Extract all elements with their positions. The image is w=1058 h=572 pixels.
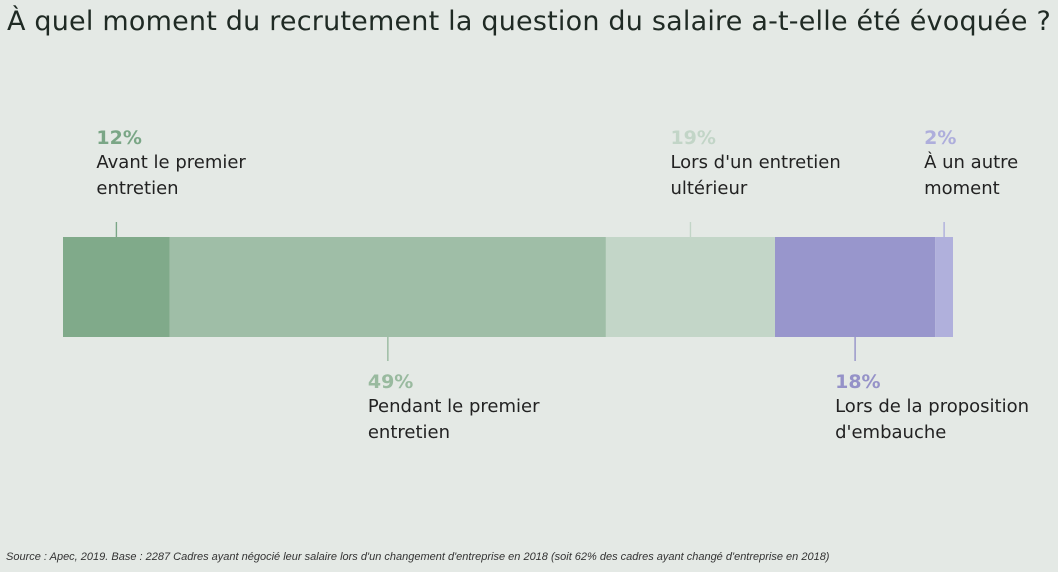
- value-label-0: 12%: [96, 127, 142, 149]
- value-label-3: 18%: [835, 371, 881, 393]
- bar-segments: [63, 237, 953, 337]
- segment-label-4: 2% À un autre moment: [924, 126, 1052, 202]
- category-label-1: Pendant le premier entretien: [367, 396, 540, 443]
- bar-segment-1: [169, 237, 606, 337]
- category-label-0: Avant le premier entretien: [96, 152, 246, 199]
- value-label-1: 49%: [367, 371, 414, 393]
- category-label-3: Lors de la proposition d'embauche: [835, 396, 1030, 443]
- bar-segment-4: [935, 237, 953, 337]
- segment-label-0: 12% Avant le premier entretien: [96, 126, 336, 202]
- source-note: Source : Apec, 2019. Base : 2287 Cadres …: [6, 551, 830, 563]
- segment-label-2: 19% Lors d'un entretien ultérieur: [670, 126, 910, 202]
- value-label-2: 19%: [670, 127, 716, 149]
- bar-segment-0: [63, 237, 170, 337]
- value-label-4: 2%: [924, 127, 957, 149]
- chart-title: À quel moment du recrutement la question…: [6, 6, 1052, 37]
- bar-segment-2: [605, 237, 775, 337]
- category-label-2: Lors d'un entretien ultérieur: [670, 152, 841, 199]
- segment-label-3: 18% Lors de la proposition d'embauche: [835, 370, 1052, 446]
- bar-segment-3: [775, 237, 936, 337]
- category-label-4: À un autre moment: [924, 152, 1019, 199]
- leader-lines: [115, 222, 945, 361]
- segment-label-1: 49% Pendant le premier entretien: [368, 370, 608, 446]
